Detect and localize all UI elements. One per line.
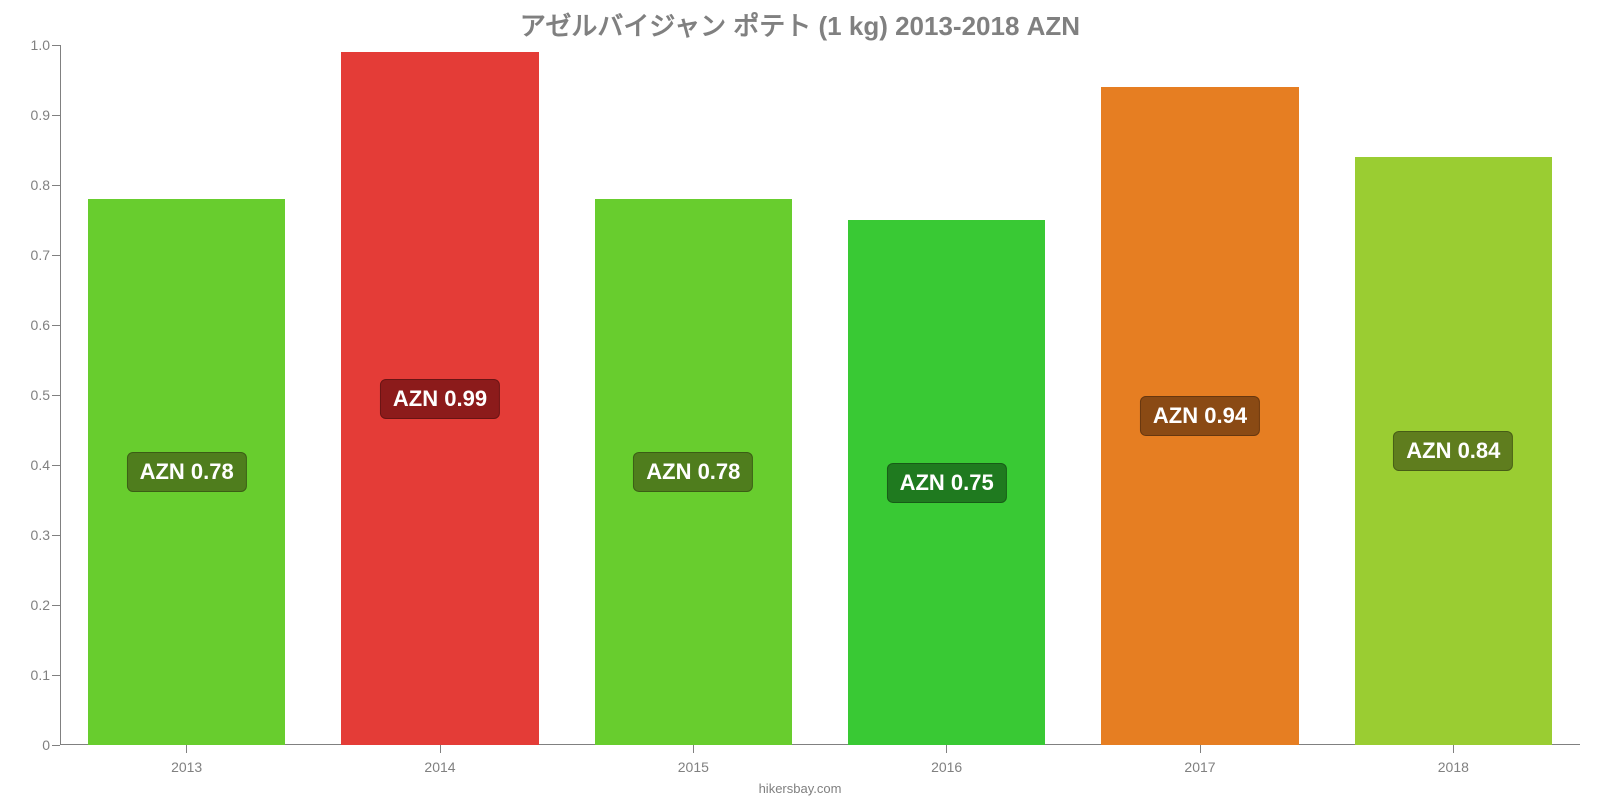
y-tick <box>52 45 60 46</box>
bar: AZN 0.75 <box>848 220 1046 745</box>
bar: AZN 0.78 <box>88 199 286 745</box>
y-tick <box>52 605 60 606</box>
chart-title: アゼルバイジャン ポテト (1 kg) 2013-2018 AZN <box>0 6 1600 43</box>
x-tick <box>946 745 947 753</box>
x-tick <box>693 745 694 753</box>
y-tick-label: 0.1 <box>31 667 50 683</box>
value-badge: AZN 0.99 <box>380 379 500 419</box>
y-tick <box>52 745 60 746</box>
y-tick <box>52 535 60 536</box>
y-tick-label: 0.6 <box>31 317 50 333</box>
attribution-text: hikersbay.com <box>0 781 1600 796</box>
x-tick <box>1200 745 1201 753</box>
value-badge: AZN 0.84 <box>1393 431 1513 471</box>
y-tick-label: 0.2 <box>31 597 50 613</box>
y-tick-label: 0.8 <box>31 177 50 193</box>
x-tick-label: 2017 <box>1184 759 1215 775</box>
x-tick <box>1453 745 1454 753</box>
y-tick-label: 0.9 <box>31 107 50 123</box>
plot-area: 00.10.20.30.40.50.60.70.80.91.02013AZN 0… <box>60 45 1580 745</box>
y-tick <box>52 675 60 676</box>
y-axis-line <box>60 45 61 745</box>
y-tick <box>52 115 60 116</box>
y-tick <box>52 325 60 326</box>
value-badge: AZN 0.78 <box>633 452 753 492</box>
y-tick-label: 0.5 <box>31 387 50 403</box>
value-badge: AZN 0.75 <box>887 463 1007 503</box>
y-tick-label: 0.4 <box>31 457 50 473</box>
value-badge: AZN 0.94 <box>1140 396 1260 436</box>
x-axis-line <box>60 744 1580 745</box>
y-tick-label: 0.3 <box>31 527 50 543</box>
bar: AZN 0.94 <box>1101 87 1299 745</box>
chart-container: アゼルバイジャン ポテト (1 kg) 2013-2018 AZN 00.10.… <box>0 0 1600 800</box>
x-tick-label: 2018 <box>1438 759 1469 775</box>
y-tick <box>52 465 60 466</box>
y-tick-label: 0 <box>42 737 50 753</box>
y-tick-label: 1.0 <box>31 37 50 53</box>
value-badge: AZN 0.78 <box>127 452 247 492</box>
x-tick <box>440 745 441 753</box>
x-tick-label: 2016 <box>931 759 962 775</box>
x-tick <box>186 745 187 753</box>
x-tick-label: 2015 <box>678 759 709 775</box>
bar: AZN 0.84 <box>1355 157 1553 745</box>
bar: AZN 0.78 <box>595 199 793 745</box>
y-tick <box>52 185 60 186</box>
y-tick <box>52 255 60 256</box>
y-tick-label: 0.7 <box>31 247 50 263</box>
bar: AZN 0.99 <box>341 52 539 745</box>
x-tick-label: 2013 <box>171 759 202 775</box>
x-tick-label: 2014 <box>424 759 455 775</box>
y-tick <box>52 395 60 396</box>
